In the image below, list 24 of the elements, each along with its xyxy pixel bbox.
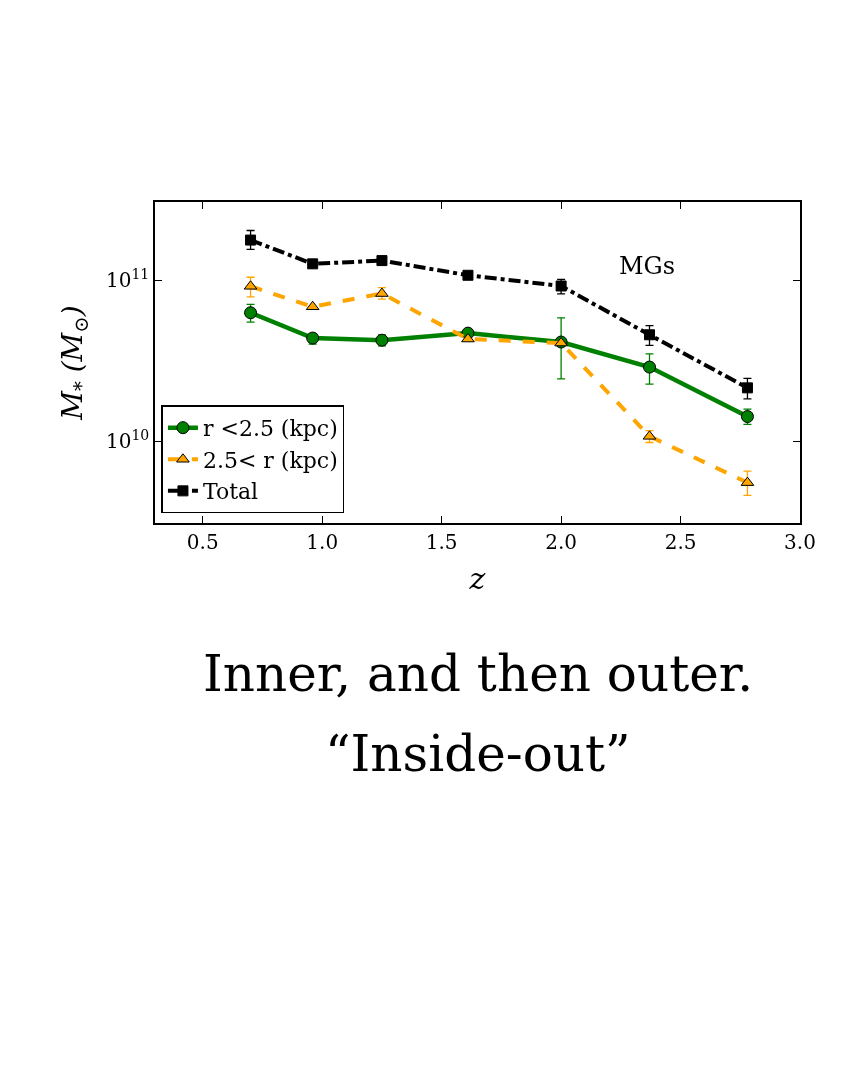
text: “Inside-out” [325, 725, 631, 783]
point [462, 269, 474, 281]
y-tick-label: 10$^{11}$ [105, 265, 150, 293]
legend-label: Total [202, 479, 259, 505]
x-tick-label: 2.0 [545, 529, 578, 554]
point [643, 360, 656, 374]
y-tick-label: 10$^{10}$ [105, 426, 150, 454]
x-tick-label: 0.5 [186, 529, 219, 554]
x-tick-label: 1.5 [425, 529, 458, 554]
x-tick-label: 3.0 [784, 529, 816, 554]
point [307, 258, 319, 270]
point [741, 382, 753, 394]
point [305, 300, 320, 311]
x-tick-label: 1.0 [306, 529, 339, 554]
x-axis-title: z [468, 560, 486, 596]
legend-label: r <2.5 (kpc) [202, 416, 338, 442]
point [376, 255, 388, 267]
point [245, 234, 257, 246]
legend-label: 2.5< r (kpc) [202, 447, 338, 473]
point [461, 333, 475, 343]
text: Inner, and then outer. [203, 645, 754, 703]
x-tick-label: 2.5 [664, 529, 697, 554]
point [644, 329, 655, 341]
annotation: MGs [619, 252, 676, 280]
